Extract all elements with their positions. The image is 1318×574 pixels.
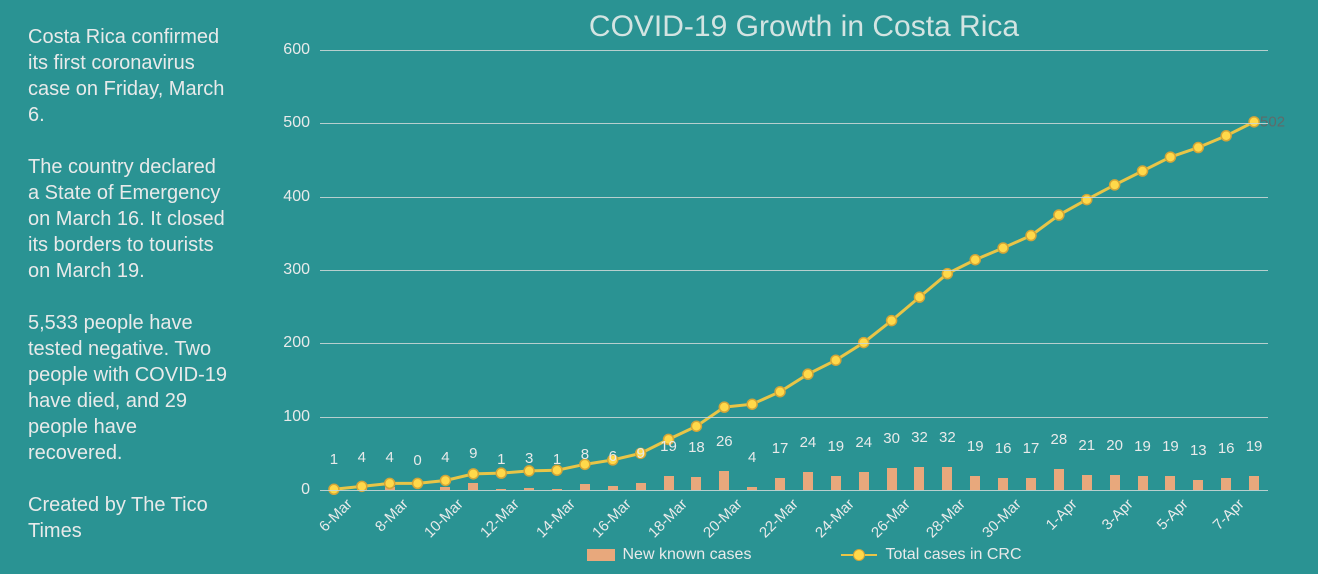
grid-line [320, 123, 1268, 124]
bar-value-label: 6 [609, 448, 617, 465]
y-tick-label: 400 [283, 188, 320, 206]
chart-plot: 6-Mar8-Mar10-Mar12-Mar14-Mar16-Mar18-Mar… [320, 50, 1268, 490]
bar-value-label: 16 [995, 440, 1012, 457]
y-tick-label: 300 [283, 261, 320, 279]
x-tick-label: 8-Mar [366, 490, 411, 535]
bar-value-label: 32 [911, 429, 928, 446]
x-tick-label: 22-Mar [750, 490, 801, 541]
y-tick-label: 0 [301, 481, 320, 499]
sidebar-para-3: 5,533 people have tested negative. Two p… [28, 310, 230, 466]
bar-value-label: 21 [1078, 437, 1095, 454]
x-tick-label: 30-Mar [974, 490, 1025, 541]
y-tick-label: 500 [283, 114, 320, 132]
bar-value-label: 4 [386, 449, 394, 466]
x-tick-label: 18-Mar [639, 490, 690, 541]
chart-container: COVID-19 Growth in Costa Rica 6-Mar8-Mar… [240, 0, 1318, 574]
y-tick-label: 200 [283, 334, 320, 352]
y-tick-label: 100 [283, 408, 320, 426]
bar-value-label: 17 [772, 440, 789, 457]
chart-legend: New known cases Total cases in CRC [310, 546, 1298, 564]
x-tick-label: 16-Mar [583, 490, 634, 541]
x-tick-label: 14-Mar [527, 490, 578, 541]
bar-value-label: 19 [827, 438, 844, 455]
x-tick-label: 24-Mar [806, 490, 857, 541]
bar-value-label: 30 [883, 430, 900, 447]
legend-item-line: Total cases in CRC [841, 546, 1021, 564]
bar-value-label: 4 [441, 449, 449, 466]
bar-value-label: 19 [1134, 438, 1151, 455]
bar-value-label: 3 [525, 450, 533, 467]
bar-value-label: 19 [1246, 438, 1263, 455]
legend-swatch-line-icon [841, 554, 877, 556]
bar-value-label: 20 [1106, 437, 1123, 454]
bar-value-label: 8 [581, 446, 589, 463]
grid-line [320, 270, 1268, 271]
bar-value-label: 32 [939, 429, 956, 446]
x-tick-label: 26-Mar [862, 490, 913, 541]
bar-value-label: 1 [553, 451, 561, 468]
x-tick-label: 7-Apr [1204, 490, 1248, 534]
grid-line [320, 417, 1268, 418]
x-tick-label: 3-Apr [1093, 490, 1137, 534]
legend-item-bar: New known cases [587, 546, 752, 564]
y-tick-label: 600 [283, 41, 320, 59]
bar-value-label: 17 [1023, 440, 1040, 457]
x-tick-label: 5-Apr [1148, 490, 1192, 534]
final-value-label: 502 [1260, 113, 1285, 130]
bar-value-label: 18 [688, 439, 705, 456]
bar-value-label: 28 [1051, 431, 1068, 448]
grid-line [320, 197, 1268, 198]
bar-value-label: 1 [497, 451, 505, 468]
bar-value-label: 13 [1190, 442, 1207, 459]
grid-line [320, 343, 1268, 344]
bar-value-label: 0 [413, 452, 421, 469]
chart-title: COVID-19 Growth in Costa Rica [310, 10, 1298, 44]
bar-value-label: 16 [1218, 440, 1235, 457]
x-tick-label: 1-Apr [1037, 490, 1081, 534]
legend-line-label: Total cases in CRC [885, 546, 1021, 564]
sidebar-para-2: The country declared a State of Emergenc… [28, 154, 230, 284]
x-tick-label: 20-Mar [695, 490, 746, 541]
bar-value-label: 9 [469, 445, 477, 462]
grid-line [320, 50, 1268, 51]
sidebar-para-4: Created by The Tico Times [28, 492, 230, 544]
bar-value-label: 24 [800, 434, 817, 451]
bar-value-label: 9 [636, 445, 644, 462]
bar-value-label: 19 [660, 438, 677, 455]
legend-swatch-bar-icon [587, 549, 615, 561]
sidebar-para-1: Costa Rica confirmed its first coronavir… [28, 24, 230, 128]
x-tick-label: 10-Mar [416, 490, 467, 541]
bar-value-label: 4 [748, 449, 756, 466]
bar-value-label: 24 [855, 434, 872, 451]
bar-value-label: 4 [358, 449, 366, 466]
grid-line [320, 490, 1268, 491]
legend-bar-label: New known cases [623, 546, 752, 564]
sidebar-text: Costa Rica confirmed its first coronavir… [0, 0, 240, 574]
x-tick-label: 28-Mar [918, 490, 969, 541]
bar-value-label: 19 [1162, 438, 1179, 455]
bar-value-label: 26 [716, 433, 733, 450]
x-tick-label: 12-Mar [472, 490, 523, 541]
bar-value-label: 19 [967, 438, 984, 455]
bar-value-label: 1 [330, 451, 338, 468]
